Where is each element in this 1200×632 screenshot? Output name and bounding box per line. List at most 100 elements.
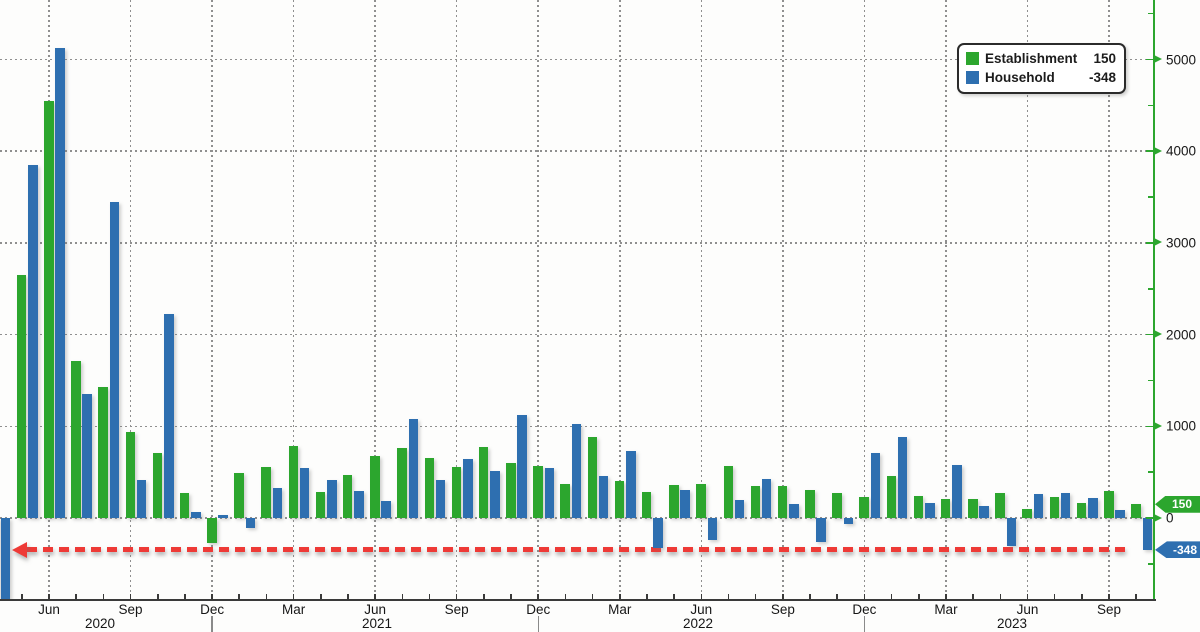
year-divider-tick bbox=[211, 616, 213, 632]
bar-establishment-jun-2020 bbox=[44, 100, 54, 518]
bar-household-jan-2021 bbox=[245, 518, 256, 528]
bar-household-may-2021 bbox=[354, 490, 364, 518]
y-minor-tick bbox=[1148, 379, 1153, 382]
gridline-v-jun bbox=[700, 0, 703, 600]
x-label-sep: Sep bbox=[118, 602, 143, 617]
gridline-h-0 bbox=[0, 517, 1153, 519]
bar-household-apr-2021 bbox=[327, 479, 337, 518]
y-tick-label-4000: 4000 bbox=[1166, 143, 1197, 159]
x-month-tick bbox=[863, 594, 866, 599]
legend-label: Establishment bbox=[985, 51, 1078, 66]
x-month-tick bbox=[75, 594, 77, 599]
bar-household-aug-2023 bbox=[1088, 497, 1098, 518]
x-month-tick bbox=[836, 594, 838, 599]
bar-household-may-2020 bbox=[28, 164, 38, 518]
x-month-tick bbox=[428, 594, 431, 599]
bar-establishment-feb-2021 bbox=[261, 466, 271, 518]
bar-household-mar-2023 bbox=[952, 465, 962, 518]
legend-value: -348 bbox=[1088, 70, 1116, 85]
x-label-dec: Dec bbox=[200, 602, 225, 617]
x-month-tick bbox=[917, 594, 920, 599]
bar-household-dec-2021 bbox=[544, 468, 555, 518]
gridline-v-mar bbox=[945, 0, 947, 600]
y-minor-tick bbox=[1148, 287, 1153, 290]
legend-value: 150 bbox=[1093, 51, 1116, 66]
bar-household-oct-2023 bbox=[1142, 518, 1152, 550]
x-month-tick bbox=[156, 594, 159, 599]
x-month-tick bbox=[564, 594, 567, 599]
bar-household-feb-2021 bbox=[272, 488, 283, 518]
x-month-tick bbox=[890, 594, 893, 599]
bar-household-apr-2020 bbox=[0, 518, 11, 600]
bar-household-nov-2022 bbox=[843, 518, 854, 524]
year-label-2021: 2021 bbox=[361, 616, 393, 631]
x-label-dec: Dec bbox=[526, 602, 551, 617]
y-tick-label-0: 0 bbox=[1166, 510, 1174, 526]
year-label-2022: 2022 bbox=[682, 616, 714, 631]
bar-household-mar-2021 bbox=[299, 467, 310, 518]
x-month-tick bbox=[102, 594, 105, 599]
x-month-tick bbox=[510, 594, 512, 599]
x-month-tick bbox=[21, 594, 23, 599]
bar-household-aug-2022 bbox=[761, 479, 772, 518]
x-month-tick bbox=[320, 594, 322, 599]
bar-establishment-mar-2021 bbox=[288, 446, 299, 518]
gridline-h-5000 bbox=[0, 58, 1153, 61]
bar-household-sep-2021 bbox=[463, 458, 473, 518]
bar-household-mar-2022 bbox=[626, 451, 636, 518]
x-month-tick bbox=[483, 594, 485, 599]
legend-label: Household bbox=[985, 70, 1055, 85]
x-month-tick bbox=[700, 594, 703, 599]
x-label-jun: Jun bbox=[690, 602, 713, 617]
bar-establishment-jan-2022 bbox=[560, 484, 570, 518]
gridline-v-sep bbox=[1108, 0, 1110, 600]
bar-establishment-apr-2022 bbox=[641, 492, 652, 518]
bar-establishment-aug-2021 bbox=[424, 458, 435, 518]
year-divider-tick bbox=[863, 616, 865, 632]
bar-household-jun-2020 bbox=[55, 47, 65, 518]
gridline-v-jun bbox=[374, 0, 376, 600]
reference-line-dashed bbox=[27, 547, 1131, 553]
x-label-dec: Dec bbox=[852, 602, 877, 617]
y-tick-arrow-icon bbox=[1154, 238, 1162, 247]
bar-household-apr-2022 bbox=[653, 518, 663, 549]
bar-establishment-feb-2023 bbox=[913, 495, 924, 518]
bar-establishment-apr-2021 bbox=[315, 492, 326, 518]
bar-establishment-nov-2021 bbox=[506, 462, 516, 518]
bar-establishment-dec-2021 bbox=[533, 466, 543, 518]
bar-household-aug-2021 bbox=[435, 479, 446, 518]
bar-household-nov-2020 bbox=[191, 512, 201, 518]
x-month-tick bbox=[265, 594, 268, 599]
bar-household-jul-2021 bbox=[408, 418, 419, 518]
y-tick-4000 bbox=[1146, 150, 1153, 152]
x-month-tick bbox=[537, 594, 540, 599]
bar-establishment-dec-2020 bbox=[207, 518, 217, 543]
x-month-tick bbox=[727, 594, 730, 599]
bar-establishment-jun-2022 bbox=[696, 484, 706, 518]
bar-household-oct-2021 bbox=[490, 471, 500, 518]
x-month-tick bbox=[754, 594, 757, 599]
y-tick-0 bbox=[1146, 517, 1153, 519]
bar-household-nov-2021 bbox=[517, 415, 527, 518]
y-tick-3000 bbox=[1146, 242, 1153, 244]
y-tick-label-3000: 3000 bbox=[1166, 235, 1197, 251]
bar-household-sep-2020 bbox=[136, 479, 147, 518]
bar-establishment-sep-2023 bbox=[1104, 490, 1114, 518]
y-tick-label-1000: 1000 bbox=[1166, 418, 1197, 434]
bar-establishment-mar-2022 bbox=[614, 480, 625, 518]
bar-establishment-jan-2021 bbox=[234, 472, 244, 518]
y-tick-1000 bbox=[1146, 425, 1153, 428]
x-month-tick bbox=[184, 594, 186, 599]
x-month-tick bbox=[292, 594, 295, 599]
gridline-v-dec bbox=[537, 0, 540, 600]
bar-establishment-oct-2022 bbox=[805, 489, 815, 518]
bar-household-oct-2020 bbox=[164, 314, 174, 518]
gridline-v-mar bbox=[618, 0, 621, 600]
bar-establishment-feb-2022 bbox=[587, 436, 598, 518]
x-label-mar: Mar bbox=[281, 602, 306, 617]
y-tick-2000 bbox=[1146, 333, 1153, 336]
bar-establishment-jul-2022 bbox=[723, 466, 733, 518]
bar-establishment-nov-2022 bbox=[832, 492, 842, 518]
y-axis-line bbox=[1153, 0, 1155, 601]
bar-establishment-apr-2023 bbox=[968, 499, 978, 518]
